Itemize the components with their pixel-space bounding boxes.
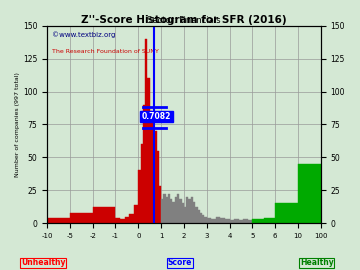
Bar: [264, 218, 275, 223]
Bar: [152, 118, 154, 223]
Bar: [275, 203, 298, 223]
Bar: [211, 219, 216, 223]
Bar: [147, 78, 150, 223]
Bar: [161, 200, 163, 223]
Bar: [216, 217, 220, 223]
Bar: [154, 131, 157, 223]
Bar: [188, 200, 191, 223]
Text: Sector: Financials: Sector: Financials: [147, 16, 221, 25]
Bar: [159, 186, 161, 223]
Bar: [220, 218, 225, 223]
Title: Z''-Score Histogram for SFR (2016): Z''-Score Histogram for SFR (2016): [81, 15, 287, 25]
Bar: [191, 197, 193, 223]
Bar: [134, 205, 138, 223]
Bar: [120, 219, 125, 223]
Bar: [143, 105, 145, 223]
Bar: [93, 207, 116, 223]
Text: 0.7082: 0.7082: [142, 112, 171, 121]
Bar: [175, 197, 177, 223]
Bar: [157, 151, 159, 223]
Text: The Research Foundation of SUNY: The Research Foundation of SUNY: [53, 49, 159, 55]
Bar: [47, 218, 70, 223]
Text: ©www.textbiz.org: ©www.textbiz.org: [53, 32, 116, 38]
Bar: [138, 170, 140, 223]
Bar: [150, 111, 152, 223]
Bar: [248, 220, 252, 223]
Bar: [177, 194, 179, 223]
Bar: [204, 217, 207, 223]
Bar: [195, 207, 198, 223]
Bar: [193, 202, 195, 223]
Text: Score: Score: [168, 258, 192, 267]
Bar: [116, 218, 120, 223]
Bar: [168, 194, 170, 223]
Bar: [129, 214, 134, 223]
Bar: [170, 200, 172, 223]
Text: Healthy: Healthy: [300, 258, 334, 267]
Bar: [243, 219, 248, 223]
Bar: [186, 197, 188, 223]
Bar: [181, 203, 184, 223]
Bar: [298, 164, 321, 223]
Bar: [200, 212, 202, 223]
Bar: [125, 217, 129, 223]
Bar: [184, 207, 186, 223]
Bar: [70, 212, 93, 223]
Text: Unhealthy: Unhealthy: [21, 258, 66, 267]
Y-axis label: Number of companies (997 total): Number of companies (997 total): [15, 72, 20, 177]
Bar: [225, 219, 230, 223]
Bar: [230, 220, 234, 223]
Bar: [252, 219, 264, 223]
Bar: [140, 144, 143, 223]
Bar: [163, 194, 166, 223]
Bar: [207, 218, 211, 223]
Bar: [239, 220, 243, 223]
Bar: [166, 197, 168, 223]
Bar: [202, 215, 204, 223]
Bar: [179, 200, 181, 223]
Bar: [172, 202, 175, 223]
Bar: [145, 39, 147, 223]
Bar: [198, 210, 200, 223]
Bar: [234, 219, 239, 223]
